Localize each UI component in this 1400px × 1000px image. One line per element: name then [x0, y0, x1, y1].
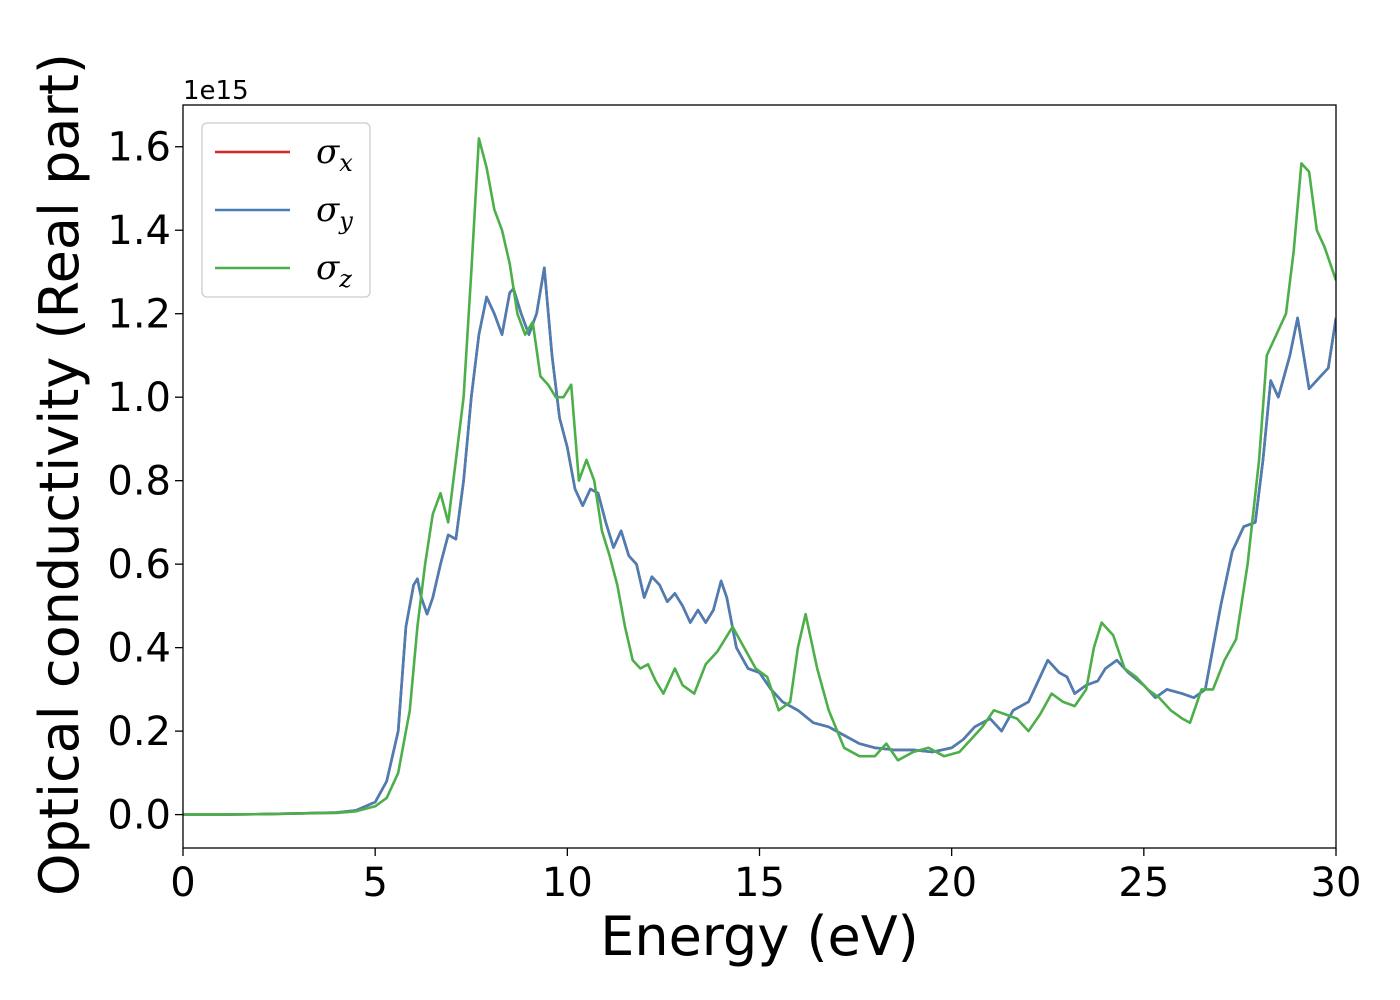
x-tick-label: 0 [170, 860, 195, 906]
series-line-y [183, 266, 1336, 816]
y-tick-label: 1.4 [107, 208, 171, 254]
y-tick-label: 1.6 [107, 125, 171, 171]
y-axis-offset-label: 1e15 [183, 76, 249, 106]
legend-label-y: σy [316, 190, 353, 235]
legend-label-z: σz [316, 248, 352, 293]
y-tick-label: 0.8 [107, 459, 171, 505]
y-tick-label: 0.0 [107, 793, 171, 839]
y-tick-label: 1.0 [107, 375, 171, 421]
legend-symbol: σ [316, 248, 340, 288]
legend-subscript: x [339, 149, 353, 177]
x-tick-label: 10 [542, 860, 593, 906]
legend-symbol: σ [316, 132, 340, 172]
y-tick-label: 1.2 [107, 292, 171, 338]
y-tick-label: 0.4 [107, 626, 171, 672]
series-line-x [183, 266, 1336, 816]
legend-label-x: σx [316, 132, 353, 177]
y-axis-ticks: 0.0 0.2 0.4 0.6 0.8 1.0 1.2 1.4 1.6 [107, 125, 183, 839]
x-tick-label: 25 [1118, 860, 1169, 906]
legend-subscript: y [338, 207, 353, 235]
y-axis-label: Optical conductivity (Real part) [28, 53, 91, 896]
x-tick-label: 30 [1311, 860, 1362, 906]
series-layer [183, 137, 1336, 816]
x-tick-label: 20 [926, 860, 977, 906]
x-tick-label: 15 [734, 860, 785, 906]
y-tick-label: 0.2 [107, 709, 171, 755]
series-line-z [183, 137, 1336, 816]
legend-subscript: z [338, 265, 352, 293]
y-tick-label: 0.6 [107, 542, 171, 588]
x-axis-label: Energy (eV) [600, 905, 919, 968]
x-tick-label: 5 [362, 860, 387, 906]
legend-symbol: σ [316, 190, 340, 230]
x-axis-ticks: 0 5 10 15 20 25 30 [170, 848, 1361, 906]
